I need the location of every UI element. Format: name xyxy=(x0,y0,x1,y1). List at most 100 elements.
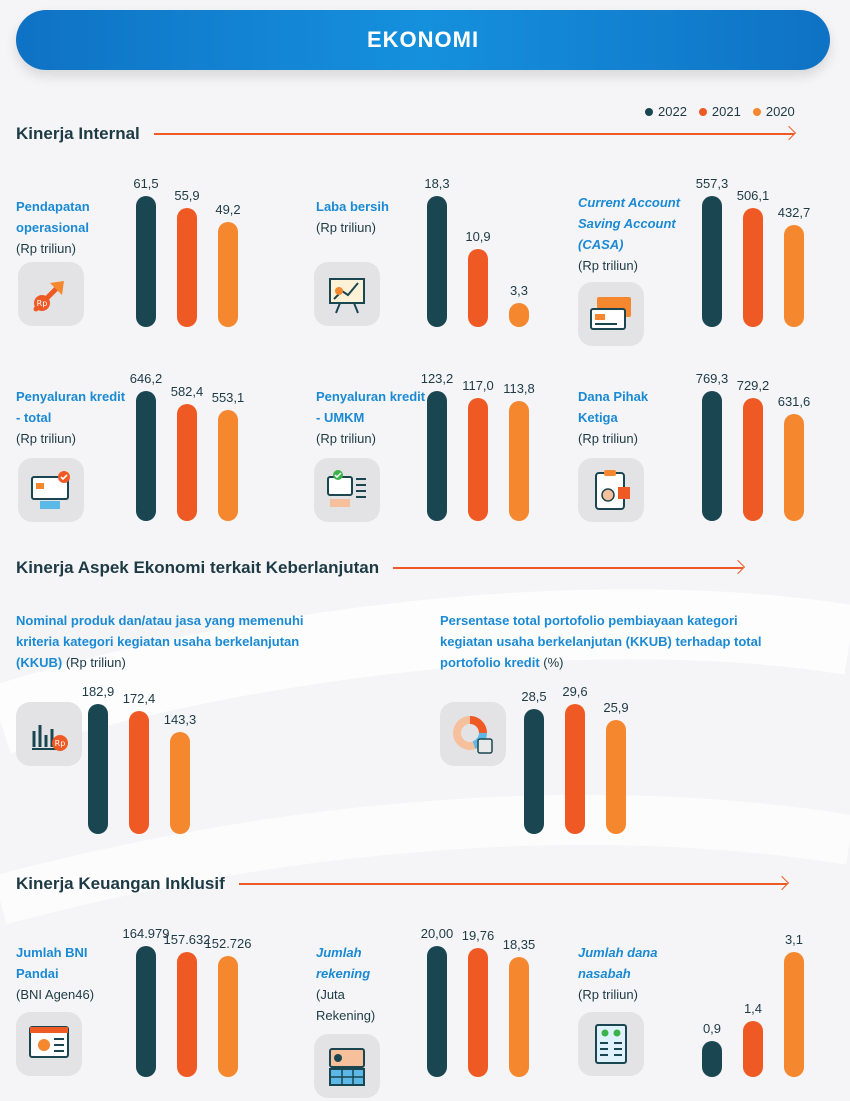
bar-value-label: 0,9 xyxy=(702,1020,722,1036)
bar-2021 xyxy=(129,711,149,834)
panel-title: Jumlah BNI Pandai xyxy=(16,945,88,981)
section-arrow xyxy=(393,567,744,569)
bar-value-label: 631,6 xyxy=(777,394,811,410)
legend: 2022 2021 2020 xyxy=(645,104,795,119)
panel-label-rekening: Jumlah rekening (Juta Rekening) xyxy=(316,942,396,1026)
section-title-sustainability: Kinerja Aspek Ekonomi terkait Keberlanju… xyxy=(16,558,744,578)
bar-2020 xyxy=(170,732,190,834)
svg-text:Rp: Rp xyxy=(37,299,48,308)
header-banner: EKONOMI xyxy=(16,10,830,70)
bar-value-label: 117,0 xyxy=(462,377,494,393)
panel-label-dpk: Dana Pihak Ketiga (Rp triliun) xyxy=(578,386,688,449)
donut-calculator-icon xyxy=(440,702,506,766)
bar-2021 xyxy=(743,1020,763,1077)
bar-value-label: 164.979 xyxy=(122,926,170,941)
bar-value-label: 18,3 xyxy=(424,176,450,191)
panel-title: Jumlah dana nasabah xyxy=(578,945,658,981)
section-label: Kinerja Internal xyxy=(16,124,140,143)
panel-unit: (Rp triliun) xyxy=(316,431,376,446)
bar-2020 xyxy=(218,955,238,1077)
bar-value-label: 157.632 xyxy=(163,931,211,947)
panel-unit: (Rp triliun) xyxy=(16,241,76,256)
bar-2022 xyxy=(88,704,108,834)
bar-value-label: 10,9 xyxy=(465,228,491,244)
section-title-inclusive: Kinerja Keuangan Inklusif xyxy=(16,874,787,894)
panel-unit: (Rp triliun) xyxy=(16,431,76,446)
bar-value-label: 29,6 xyxy=(562,684,588,699)
panel-unit: (Rp triliun) xyxy=(578,431,638,446)
bar-2021 xyxy=(468,397,488,521)
panel-unit: (Rp triliun) xyxy=(316,220,376,235)
panel-label-laba: Laba bersih (Rp triliun) xyxy=(316,196,426,238)
bar-value-label: 25,9 xyxy=(603,700,629,716)
rocket-rp-icon: Rp xyxy=(18,262,84,326)
bar-2021 xyxy=(177,207,197,327)
bar-value-label: 182,9 xyxy=(81,684,115,699)
bar-value-label: 123,2 xyxy=(420,371,454,386)
account-card-icon xyxy=(314,1034,380,1098)
cards-icon xyxy=(578,282,644,346)
section-label: Kinerja Keuangan Inklusif xyxy=(16,874,225,893)
bar-2021 xyxy=(468,248,488,327)
bar-2020 xyxy=(784,225,804,327)
legend-item-2020: 2020 xyxy=(752,104,795,119)
panel-title: Nominal produk dan/atau jasa yang memenu… xyxy=(16,613,304,670)
bar-value-label: 506,1 xyxy=(736,188,770,204)
bar-chart-rp-icon: Rp xyxy=(16,702,82,766)
bar-2022 xyxy=(702,196,722,327)
bar-2022 xyxy=(702,391,722,521)
bar-2022 xyxy=(427,946,447,1077)
legend-label: 2021 xyxy=(711,104,741,119)
bar-value-label: 557,3 xyxy=(695,176,729,191)
card-hand-icon xyxy=(18,458,84,522)
clipboard-chart-icon xyxy=(578,458,644,522)
bar-2022 xyxy=(136,946,156,1077)
panel-unit: (%) xyxy=(543,655,564,670)
bar-2020 xyxy=(784,414,804,521)
bar-value-label: 55,9 xyxy=(174,187,200,203)
bar-2020 xyxy=(218,409,238,521)
bar-value-label: 582,4 xyxy=(170,383,204,399)
legend-item-2022: 2022 xyxy=(645,104,687,119)
bar-2021 xyxy=(743,208,763,327)
bar-value-label: 19,76 xyxy=(461,927,495,943)
panel-label-pendapatan: Pendapatan operasional (Rp triliun) xyxy=(16,196,136,259)
legend-label: 2020 xyxy=(765,104,795,119)
panel-unit: (Rp triliun) xyxy=(578,987,638,1002)
bar-2022 xyxy=(136,391,156,521)
bar-value-label: 1,4 xyxy=(743,1000,763,1016)
bar-value-label: 152.726 xyxy=(204,935,252,951)
bar-value-label: 61,5 xyxy=(133,176,159,191)
panel-label-casa: Current Account Saving Account (CASA) (R… xyxy=(578,192,698,276)
legend-dot xyxy=(645,107,653,116)
section-title-internal: Kinerja Internal xyxy=(16,124,794,144)
panel-title: Jumlah rekening xyxy=(316,945,371,981)
card-list-icon xyxy=(314,458,380,522)
panel-title: Penyaluran kredit - UMKM xyxy=(316,389,426,425)
bar-value-label: 20,00 xyxy=(420,926,454,941)
bar-2020 xyxy=(606,720,626,834)
bar-2021 xyxy=(177,951,197,1077)
bar-2022 xyxy=(702,1040,722,1077)
bar-value-label: 143,3 xyxy=(163,712,197,728)
chart-board-icon xyxy=(314,262,380,326)
agent-screen-icon xyxy=(16,1012,82,1076)
panel-unit: (Juta Rekening) xyxy=(316,987,376,1023)
panel-title: Current Account Saving Account (CASA) xyxy=(578,195,681,252)
bar-2021 xyxy=(743,397,763,521)
panel-unit: (Rp triliun) xyxy=(65,655,126,670)
legend-dot xyxy=(752,107,761,116)
bar-2022 xyxy=(427,196,447,327)
bar-value-label: 113,8 xyxy=(503,380,535,396)
panel-label-bni-pandai: Jumlah BNI Pandai (BNI Agen46) xyxy=(16,942,126,1005)
bar-value-label: 432,7 xyxy=(777,205,811,221)
panel-title: Penyaluran kredit - total xyxy=(16,389,126,425)
legend-label: 2022 xyxy=(658,104,687,119)
bar-value-label: 18,35 xyxy=(502,936,536,952)
bar-value-label: 49,2 xyxy=(215,202,241,218)
bar-value-label: 553,1 xyxy=(211,389,245,405)
bar-value-label: 28,5 xyxy=(521,688,547,704)
panel-title: Persentase total portofolio pembiayaan k… xyxy=(440,613,762,670)
panel-label-dana-nasabah: Jumlah dana nasabah (Rp triliun) xyxy=(578,942,688,1005)
bar-2020 xyxy=(509,303,529,327)
